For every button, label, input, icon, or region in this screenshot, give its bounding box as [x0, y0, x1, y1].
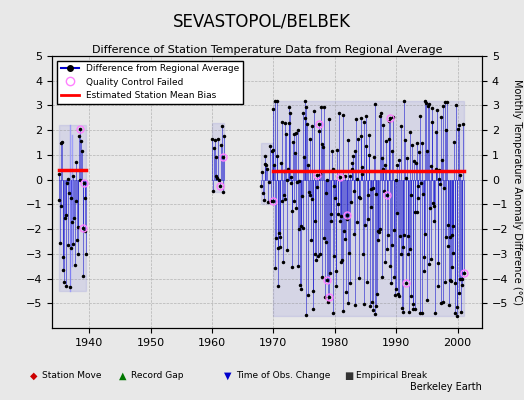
Title: Difference of Station Temperature Data from Regional Average: Difference of Station Temperature Data f… [92, 45, 442, 55]
Y-axis label: Monthly Temperature Anomaly Difference (°C): Monthly Temperature Anomaly Difference (… [512, 79, 522, 305]
Text: SEVASTOPOL/BELBEK: SEVASTOPOL/BELBEK [173, 12, 351, 30]
Text: ▼: ▼ [224, 371, 232, 381]
Text: Station Move: Station Move [42, 372, 102, 380]
Text: Record Gap: Record Gap [131, 372, 183, 380]
Text: ▲: ▲ [119, 371, 127, 381]
Text: Berkeley Earth: Berkeley Earth [410, 382, 482, 392]
Text: Time of Obs. Change: Time of Obs. Change [236, 372, 330, 380]
Legend: Difference from Regional Average, Quality Control Failed, Estimated Station Mean: Difference from Regional Average, Qualit… [57, 60, 243, 104]
Text: ◆: ◆ [30, 371, 38, 381]
Text: Empirical Break: Empirical Break [356, 372, 428, 380]
Text: ■: ■ [344, 371, 353, 381]
